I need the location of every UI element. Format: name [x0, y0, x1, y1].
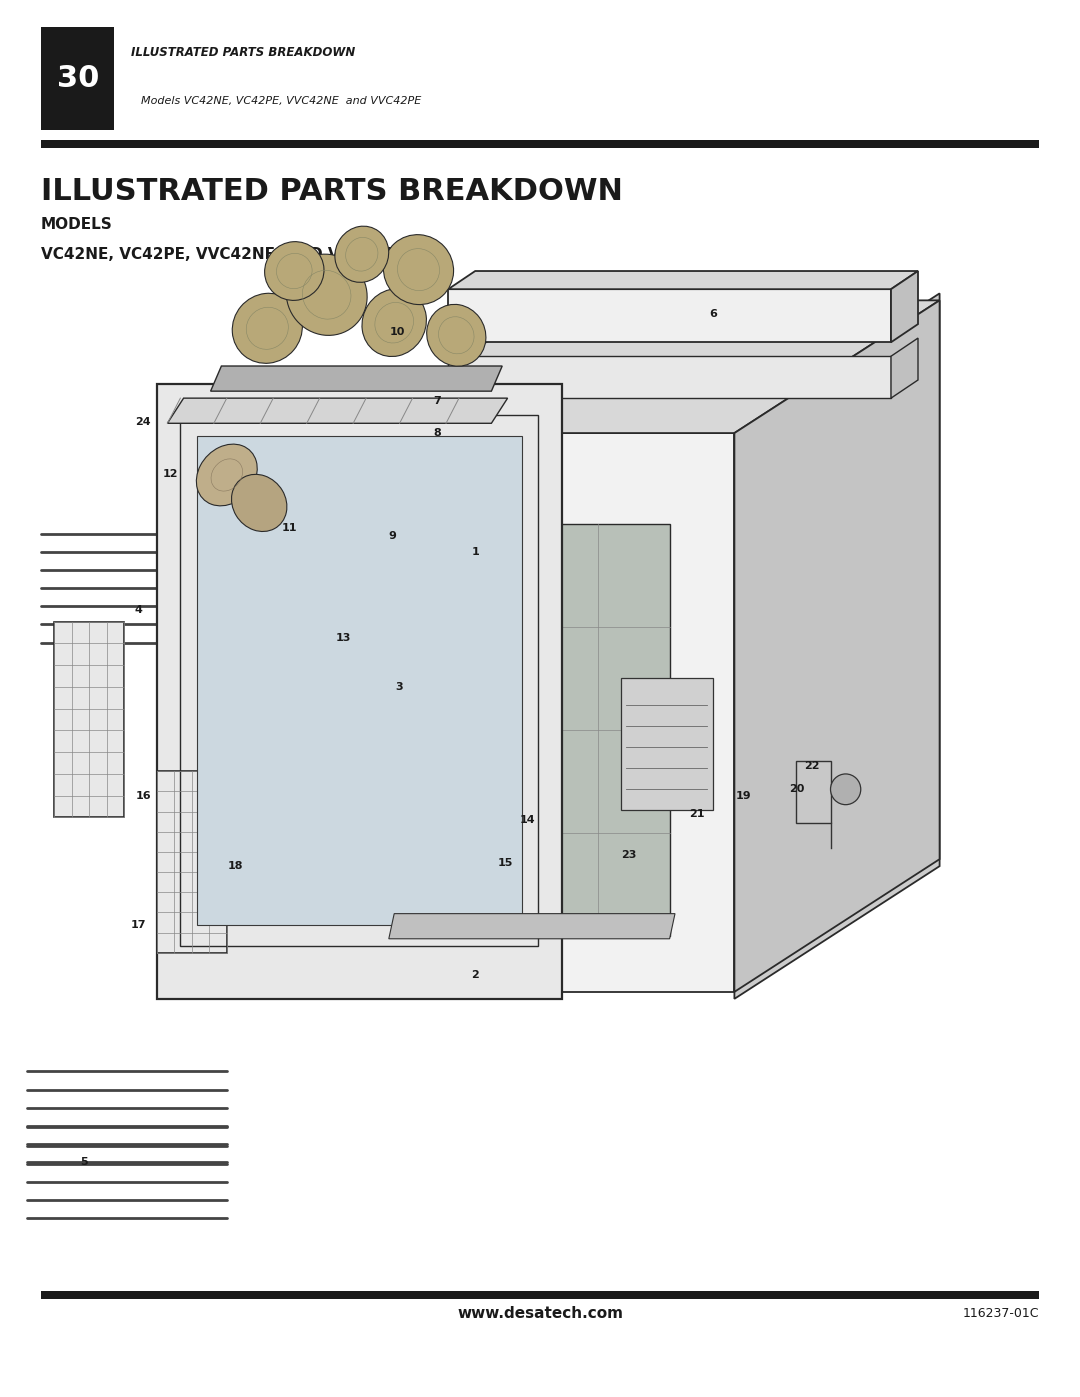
Ellipse shape [197, 444, 257, 506]
Text: 10: 10 [390, 327, 405, 338]
Text: 18: 18 [228, 861, 243, 872]
Bar [54, 622, 124, 817]
Text: 8: 8 [433, 427, 442, 439]
Ellipse shape [383, 235, 454, 305]
Polygon shape [891, 338, 918, 398]
Text: 19: 19 [735, 791, 751, 802]
Text: 11: 11 [282, 522, 297, 534]
Text: 15: 15 [498, 858, 513, 869]
Polygon shape [197, 436, 522, 925]
Polygon shape [389, 914, 675, 939]
Polygon shape [448, 356, 891, 398]
Text: 21: 21 [689, 809, 704, 820]
Bar [157, 771, 227, 953]
Text: 4: 4 [134, 605, 143, 616]
Polygon shape [734, 300, 940, 992]
Text: www.desatech.com: www.desatech.com [457, 1306, 623, 1320]
Bar [41, 1291, 1039, 1299]
Polygon shape [621, 678, 713, 810]
Text: MODELS: MODELS [41, 217, 112, 232]
Text: 7: 7 [433, 395, 442, 407]
Text: VC42NE, VC42PE, VVC42NE  AND VVC42PE: VC42NE, VC42PE, VVC42NE AND VVC42PE [41, 247, 405, 263]
Polygon shape [448, 289, 891, 342]
Ellipse shape [231, 475, 287, 531]
Ellipse shape [362, 289, 427, 356]
Ellipse shape [232, 293, 302, 363]
Text: 24: 24 [135, 416, 150, 427]
Ellipse shape [335, 226, 389, 282]
Text: 3: 3 [395, 682, 404, 693]
Text: Models VC42NE, VC42PE, VVC42NE  and VVC42PE: Models VC42NE, VC42PE, VVC42NE and VVC42… [141, 96, 421, 106]
Polygon shape [167, 398, 508, 423]
Ellipse shape [831, 774, 861, 805]
Ellipse shape [427, 305, 486, 366]
Polygon shape [346, 300, 940, 433]
Polygon shape [157, 384, 562, 999]
Text: 23: 23 [621, 849, 636, 861]
Polygon shape [448, 271, 918, 289]
Polygon shape [891, 271, 918, 342]
Polygon shape [383, 524, 670, 936]
Polygon shape [734, 293, 940, 999]
Text: ILLUSTRATED PARTS BREAKDOWN: ILLUSTRATED PARTS BREAKDOWN [41, 177, 623, 207]
Bar [796, 761, 831, 823]
Text: 5: 5 [80, 1157, 89, 1168]
Text: 14: 14 [519, 814, 535, 826]
Polygon shape [346, 433, 734, 992]
Text: 116237-01C: 116237-01C [962, 1306, 1039, 1320]
Text: ILLUSTRATED PARTS BREAKDOWN: ILLUSTRATED PARTS BREAKDOWN [131, 46, 355, 59]
Text: 13: 13 [336, 633, 351, 644]
Ellipse shape [265, 242, 324, 300]
Text: 9: 9 [388, 531, 396, 542]
Text: 6: 6 [708, 309, 717, 320]
Polygon shape [211, 366, 502, 391]
Text: 17: 17 [131, 919, 146, 930]
Text: 22: 22 [805, 760, 820, 771]
Bar [41, 140, 1039, 148]
Text: 30: 30 [56, 64, 99, 92]
Text: 2: 2 [471, 970, 480, 981]
Text: 12: 12 [163, 468, 178, 479]
Bar [41, 27, 114, 130]
Text: 20: 20 [789, 784, 805, 795]
Text: 16: 16 [136, 791, 151, 802]
Ellipse shape [286, 254, 367, 335]
Text: 1: 1 [471, 546, 480, 557]
